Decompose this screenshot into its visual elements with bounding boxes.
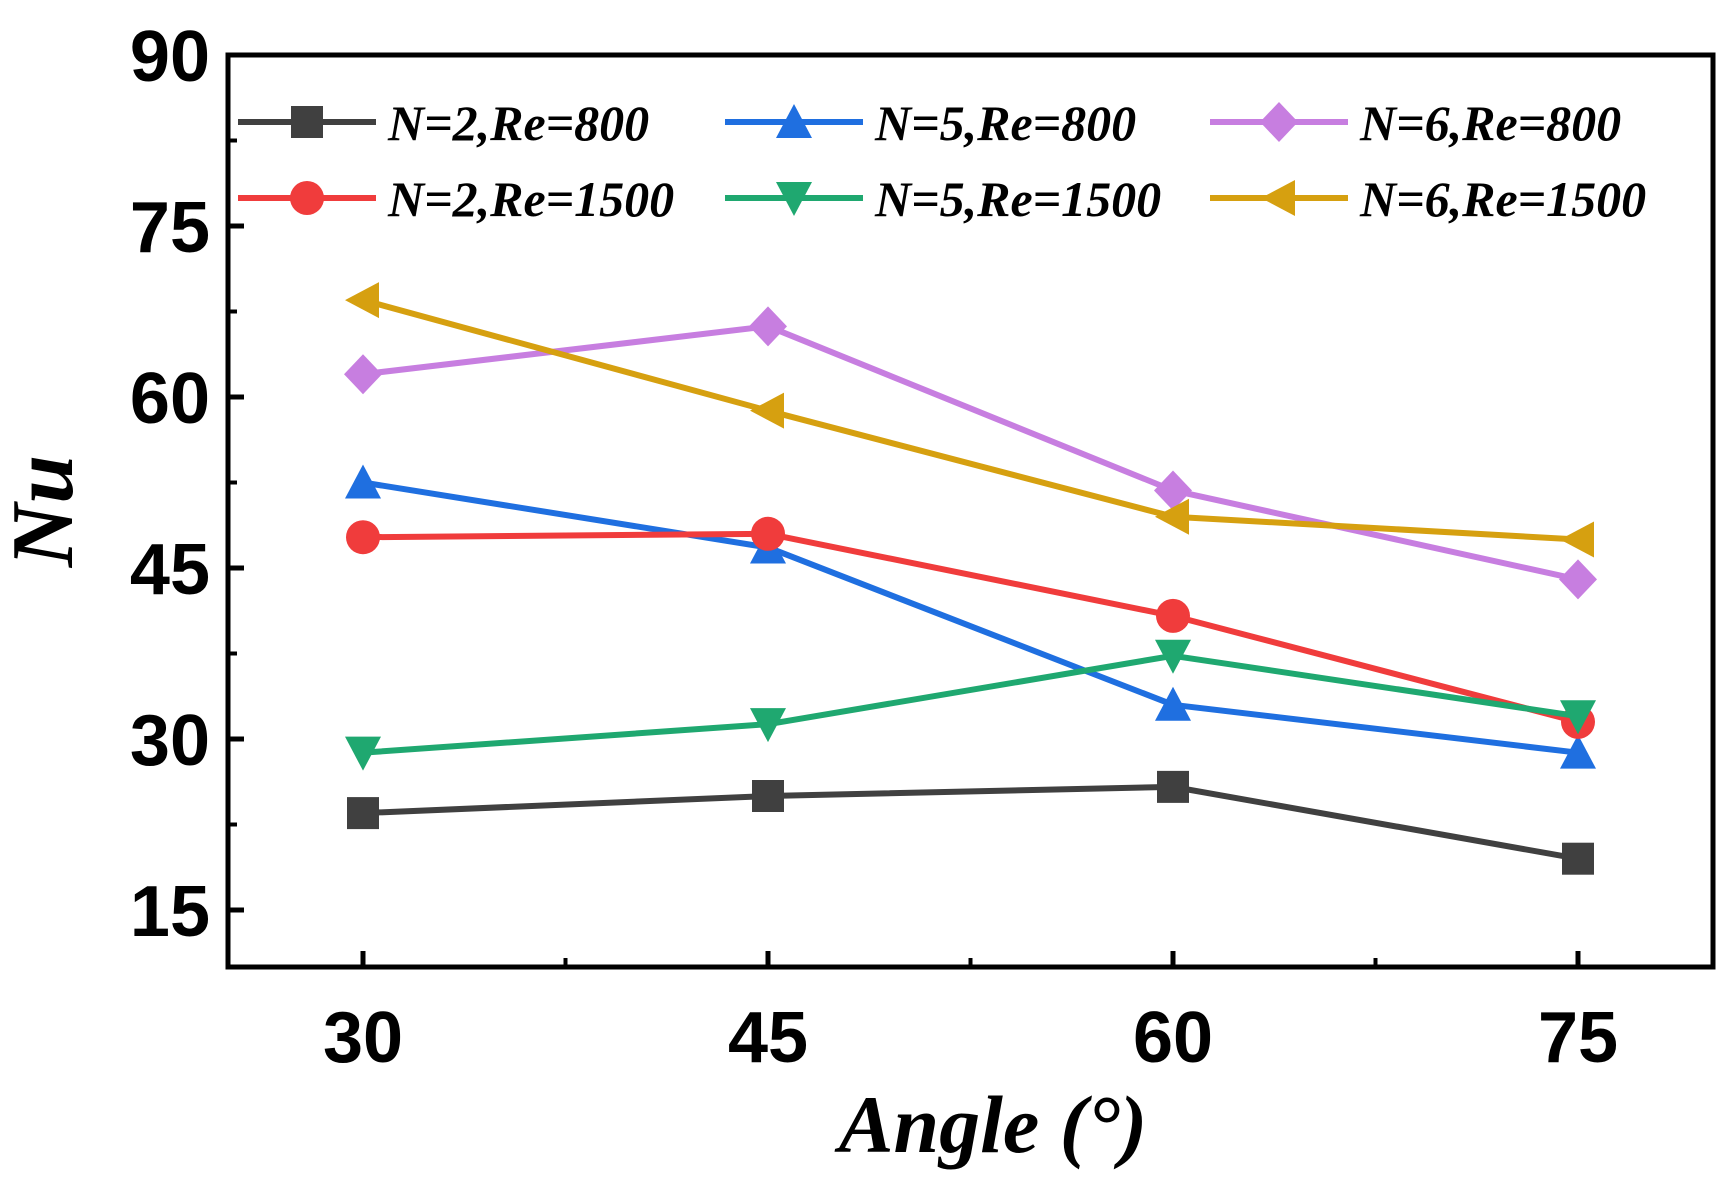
data-point bbox=[345, 736, 381, 771]
legend-label: N=2,Re=1500 bbox=[387, 171, 674, 227]
x-tick-label: 30 bbox=[323, 998, 403, 1078]
series-3 bbox=[344, 306, 1597, 600]
x-tick-label: 75 bbox=[1538, 998, 1618, 1078]
series-1 bbox=[347, 770, 1594, 875]
data-point bbox=[1560, 521, 1594, 558]
data-point bbox=[1156, 598, 1190, 633]
legend-item: N=6,Re=800 bbox=[1210, 95, 1621, 151]
data-point bbox=[751, 516, 785, 551]
series-line bbox=[362, 297, 1579, 543]
x-axis-title: Angle (°) bbox=[834, 1079, 1147, 1170]
data-point bbox=[1559, 559, 1597, 600]
data-point bbox=[1560, 700, 1596, 735]
data-point bbox=[1155, 639, 1191, 674]
legend: N=2,Re=800 N=5,Re=800 N=6,Re=800 N=2,Re=150… bbox=[238, 95, 1646, 227]
data-point bbox=[1155, 498, 1189, 535]
series-layer bbox=[344, 282, 1597, 875]
x-tick-label: 60 bbox=[1133, 998, 1213, 1078]
legend-marker bbox=[291, 106, 323, 138]
legend-item: N=2,Re=1500 bbox=[238, 171, 674, 227]
legend-label: N=6,Re=1500 bbox=[1359, 171, 1646, 227]
data-point bbox=[346, 520, 380, 555]
data-point bbox=[750, 392, 784, 429]
y-axis-title: Nu bbox=[0, 455, 92, 569]
y-tick-label: 30 bbox=[130, 701, 210, 781]
data-point bbox=[1560, 734, 1596, 769]
data-point bbox=[347, 797, 379, 830]
series-line bbox=[362, 479, 1579, 756]
series-5 bbox=[345, 639, 1596, 771]
data-point bbox=[345, 282, 379, 319]
series-line bbox=[362, 323, 1579, 583]
data-point bbox=[1155, 686, 1191, 721]
y-tick-label: 75 bbox=[130, 188, 210, 268]
x-tick-label: 45 bbox=[728, 998, 808, 1078]
legend-label: N=2,Re=800 bbox=[387, 95, 649, 151]
data-point bbox=[749, 306, 787, 347]
data-point bbox=[1154, 470, 1192, 511]
data-point bbox=[752, 780, 784, 812]
data-point bbox=[345, 464, 381, 499]
legend-item: N=5,Re=1500 bbox=[725, 171, 1161, 227]
series-line bbox=[362, 530, 1579, 725]
data-point bbox=[344, 354, 382, 395]
legend-marker bbox=[776, 182, 812, 216]
legend-label: N=6,Re=800 bbox=[1359, 95, 1621, 151]
data-point bbox=[750, 708, 786, 743]
legend-item: N=6,Re=1500 bbox=[1210, 171, 1646, 227]
legend-label: N=5,Re=1500 bbox=[874, 171, 1161, 227]
legend-marker bbox=[1261, 180, 1295, 216]
legend-item: N=2,Re=800 bbox=[238, 95, 649, 151]
data-point bbox=[1157, 770, 1189, 803]
series-line bbox=[362, 783, 1579, 862]
y-tick-label: 60 bbox=[130, 359, 210, 439]
y-tick-label: 45 bbox=[130, 530, 210, 610]
legend-label: N=5,Re=800 bbox=[874, 95, 1136, 151]
data-point bbox=[1562, 842, 1594, 875]
legend-item: N=5,Re=800 bbox=[725, 95, 1136, 151]
series-2 bbox=[345, 464, 1596, 769]
series-6 bbox=[345, 282, 1594, 558]
legend-marker bbox=[776, 104, 812, 138]
legend-marker bbox=[1260, 102, 1298, 142]
legend-marker bbox=[290, 181, 324, 215]
y-tick-label: 90 bbox=[130, 17, 210, 97]
series-line bbox=[362, 652, 1579, 756]
axis-layer: 15 30 45 60 75 90 30 45 60 75 bbox=[130, 17, 1618, 1078]
y-tick-label: 15 bbox=[130, 872, 210, 952]
